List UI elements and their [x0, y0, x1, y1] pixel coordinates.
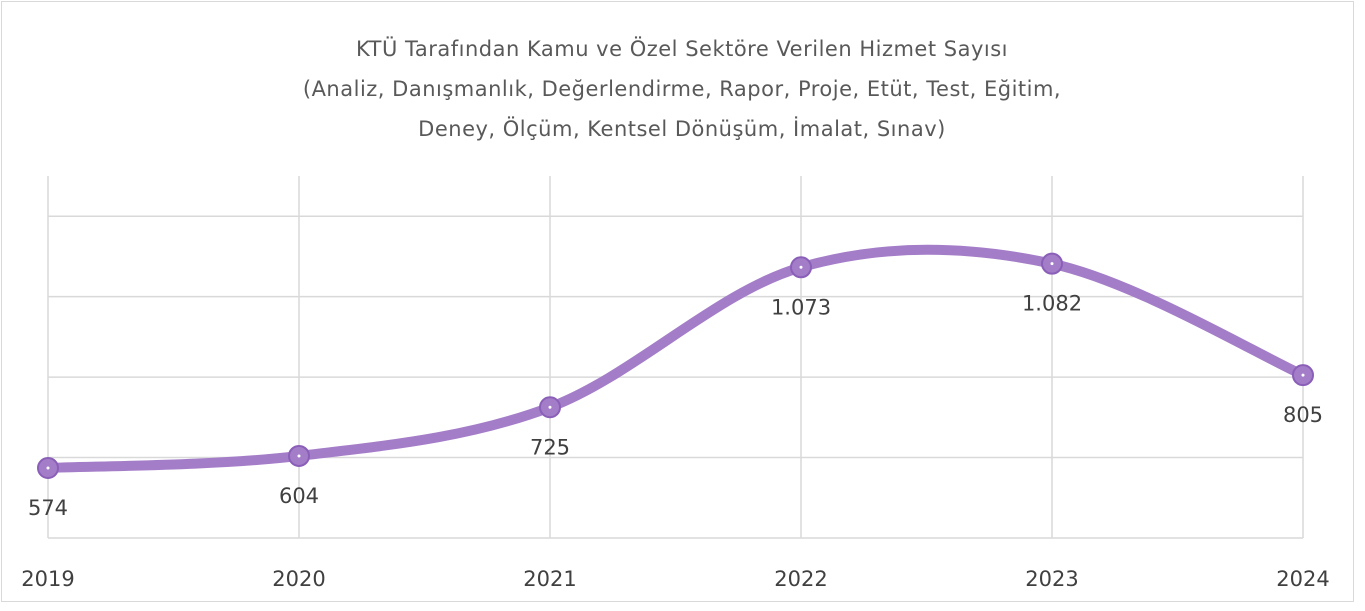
data-point-center [799, 265, 803, 269]
data-label: 725 [530, 435, 570, 459]
chart-border [1, 1, 1354, 602]
x-tick-label: 2024 [1276, 567, 1329, 591]
x-tick-label: 2023 [1025, 567, 1078, 591]
x-tick-label: 2022 [774, 567, 827, 591]
data-label: 1.073 [771, 295, 831, 319]
chart-title: (Analiz, Danışmanlık, Değerlendirme, Rap… [303, 77, 1061, 101]
chart-title: Deney, Ölçüm, Kentsel Dönüşüm, İmalat, S… [418, 116, 946, 141]
x-tick-label: 2021 [523, 567, 576, 591]
x-tick-label: 2020 [272, 567, 325, 591]
data-label: 604 [279, 484, 319, 508]
chart-title: KTÜ Tarafından Kamu ve Özel Sektöre Veri… [356, 36, 1008, 61]
data-point-center [548, 405, 552, 409]
data-point-center [1050, 262, 1054, 266]
data-point-center [46, 466, 50, 470]
data-label: 574 [28, 496, 68, 520]
x-tick-label: 2019 [21, 567, 74, 591]
data-line [43, 244, 1308, 474]
data-point-center [297, 454, 301, 458]
data-label: 805 [1283, 403, 1323, 427]
data-label: 1.082 [1022, 292, 1082, 316]
data-point-center [1301, 373, 1305, 377]
